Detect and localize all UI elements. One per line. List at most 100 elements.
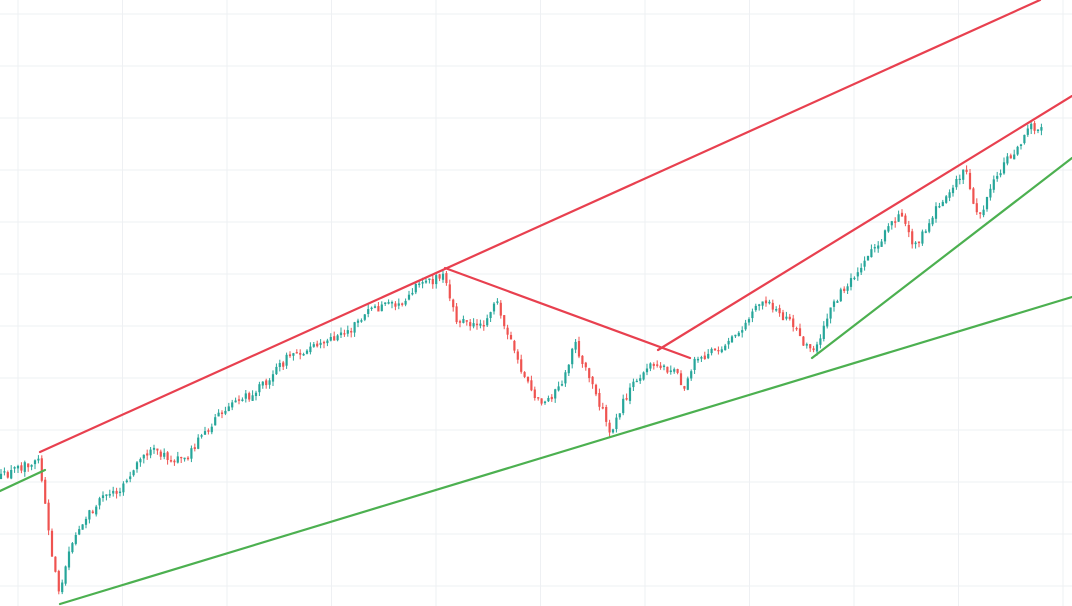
candle-body [350, 331, 353, 333]
candle [754, 303, 757, 312]
candle [567, 364, 570, 376]
candle-body [346, 330, 349, 334]
candle [370, 306, 373, 311]
support-trendline[interactable] [0, 468, 47, 493]
candle-body [455, 306, 458, 323]
resistance-trendline[interactable] [38, 0, 1042, 454]
candle [373, 304, 377, 309]
candle-body [166, 452, 169, 460]
candle [628, 383, 632, 405]
candle [180, 456, 183, 463]
candle [312, 342, 315, 348]
candle [50, 528, 54, 557]
candle-body [996, 175, 999, 179]
candle [809, 344, 812, 352]
candle [472, 318, 475, 329]
candle [241, 397, 244, 402]
resistance-trendline[interactable] [656, 94, 1072, 352]
candle-body [448, 284, 451, 299]
candle [268, 378, 271, 389]
candle [917, 241, 921, 248]
candle-body [968, 172, 972, 189]
candle-body [982, 209, 985, 216]
candle [244, 390, 247, 403]
candle-body [955, 179, 958, 188]
candle [452, 298, 455, 312]
candle [115, 487, 118, 499]
candle [207, 428, 210, 435]
candle [747, 317, 751, 326]
candle [292, 352, 295, 361]
candle-body [336, 335, 339, 341]
candle-body [186, 457, 190, 460]
candle-body [329, 337, 332, 341]
candle [897, 210, 900, 222]
candle [135, 461, 139, 473]
candle-body [322, 341, 326, 344]
candle [61, 579, 64, 595]
candle [785, 311, 788, 321]
candle-body [156, 448, 159, 451]
candle-body [27, 463, 30, 468]
candle [30, 464, 33, 471]
candle [941, 199, 944, 207]
candle-body [540, 398, 543, 404]
candle-body [635, 380, 638, 383]
candle [139, 457, 142, 467]
candle [112, 486, 115, 497]
candle [316, 340, 319, 348]
candle-body [724, 345, 727, 351]
candle [554, 388, 557, 403]
candle [737, 331, 740, 337]
candle [540, 398, 543, 406]
candle [125, 478, 128, 484]
candle-body [659, 365, 662, 368]
candle-body [462, 319, 465, 323]
candle-body [523, 372, 526, 377]
candle-body [764, 300, 768, 304]
candle-body [652, 364, 655, 366]
candle [761, 301, 764, 310]
candle [401, 302, 404, 307]
candle-body [588, 368, 591, 379]
candle-body [373, 306, 377, 308]
candle [894, 217, 897, 228]
candle-body [822, 325, 825, 339]
candle [520, 354, 523, 374]
candle-body [887, 226, 890, 232]
support-trendline[interactable] [810, 156, 1072, 360]
candle-body [370, 307, 373, 309]
candle [662, 364, 666, 371]
candle-body [67, 551, 71, 568]
candle [74, 532, 77, 546]
candle-body [81, 524, 84, 530]
candle-body [397, 303, 400, 306]
support-trendline[interactable] [58, 295, 1072, 606]
candle [1002, 157, 1006, 175]
candle-body [948, 192, 951, 198]
candle [758, 303, 761, 311]
resistance-trendline[interactable] [443, 266, 692, 360]
candle [465, 320, 468, 326]
candle [84, 516, 88, 529]
candle-body [513, 340, 516, 351]
candle-body [642, 372, 645, 380]
candle [853, 276, 856, 281]
candle [448, 279, 451, 302]
candle-body [856, 272, 859, 277]
candle [190, 445, 193, 463]
candle [3, 467, 6, 476]
candle-body [768, 301, 771, 304]
candle [479, 319, 482, 329]
candle [781, 309, 785, 321]
candle [846, 283, 849, 294]
candle-body [710, 348, 713, 354]
candle-body [696, 358, 700, 361]
candle [989, 184, 992, 201]
candle-body [873, 247, 876, 249]
candle [805, 342, 808, 349]
candle [91, 509, 94, 514]
